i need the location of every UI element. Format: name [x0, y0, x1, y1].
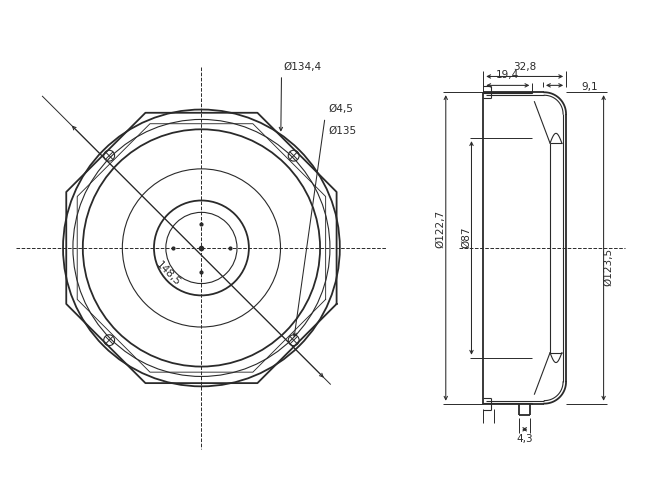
- Text: 32,8: 32,8: [513, 62, 536, 71]
- Text: Ø122,7: Ø122,7: [436, 210, 446, 248]
- Text: Ø87: Ø87: [462, 226, 471, 248]
- Text: Ø4,5: Ø4,5: [328, 104, 353, 115]
- Text: 19,4: 19,4: [496, 70, 519, 81]
- Text: 9,1: 9,1: [582, 82, 599, 92]
- Text: Ø134,4: Ø134,4: [283, 62, 322, 72]
- Text: 4,3: 4,3: [516, 434, 533, 444]
- Text: Ø123,5: Ø123,5: [604, 248, 614, 286]
- Text: 148,5: 148,5: [154, 259, 182, 287]
- Text: Ø135: Ø135: [328, 125, 356, 136]
